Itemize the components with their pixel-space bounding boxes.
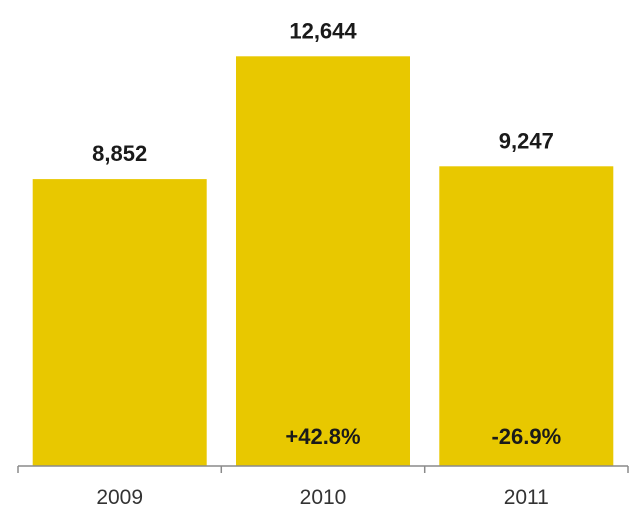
- x-tick-label-2009: 2009: [96, 486, 143, 509]
- value-label-2011: 9,247: [499, 128, 554, 153]
- x-axis-ticks: [17, 466, 629, 473]
- bars-group: [32, 56, 614, 467]
- bar-2009: [32, 179, 207, 466]
- bar-2010: [236, 56, 410, 467]
- bar-2011: [439, 166, 614, 467]
- change-label-2011: -26.9%: [491, 424, 561, 449]
- x-tick-label-2011: 2011: [504, 486, 549, 509]
- value-label-2010: 12,644: [289, 18, 357, 43]
- labels-group: 8,852 2009 12,644 +42.8% 2010 9,247 -26.9% 2011: [92, 18, 561, 509]
- change-label-2010: +42.8%: [285, 424, 360, 449]
- x-tick-label-2010: 2010: [300, 486, 347, 509]
- value-label-2009: 8,852: [92, 141, 147, 166]
